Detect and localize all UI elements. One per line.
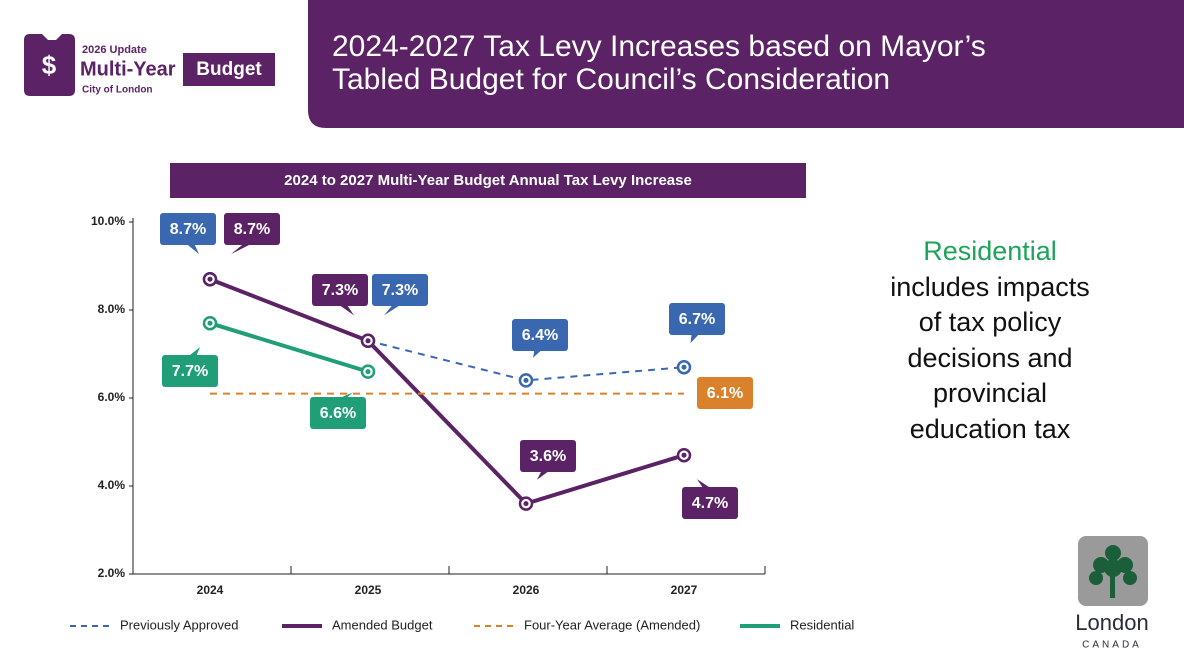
logo-budget-box: [183, 53, 275, 86]
logo-update: 2026 Update: [82, 44, 147, 56]
value-label-box: [160, 213, 216, 245]
y-tick-label: 10.0%: [91, 214, 125, 228]
chart-title-bar: [170, 163, 806, 198]
legend-label: Previously Approved: [120, 617, 239, 632]
y-tick-label: 6.0%: [98, 390, 126, 404]
value-label: 6.1%: [707, 385, 743, 402]
value-label: 7.3%: [322, 282, 358, 299]
series-line: [209, 321, 369, 374]
value-label-pointer: [335, 302, 354, 316]
logo-dollar: $: [42, 50, 57, 80]
value-label: 6.7%: [679, 311, 715, 328]
data-point-core: [207, 276, 213, 282]
note-text: includes impacts of tax policy decisions…: [890, 271, 1090, 444]
logo-icon: [24, 34, 75, 96]
slide-title: Tabled Budget for Council’s Consideratio…: [332, 63, 890, 96]
x-tick-label: 2025: [355, 583, 382, 597]
brand-country: CANADA: [1082, 640, 1142, 651]
value-label-box: [312, 274, 368, 306]
value-label: 8.7%: [234, 221, 270, 238]
data-point-core: [207, 320, 213, 326]
chart-title: 2024 to 2027 Multi-Year Budget Annual Ta…: [284, 172, 692, 189]
legend-label: Four-Year Average (Amended): [524, 617, 700, 632]
value-label-box: [372, 274, 428, 306]
value-label: 7.7%: [172, 363, 208, 380]
logo-multi-year: Multi-Year: [80, 58, 176, 80]
brand-tree: [1089, 545, 1137, 598]
slide-title: 2024-2027 Tax Levy Increases based on Ma…: [332, 30, 986, 63]
value-label-pointer: [384, 302, 405, 316]
legend-label: Residential: [790, 617, 854, 632]
data-point-core: [523, 377, 529, 383]
logo-budget: Budget: [196, 59, 262, 80]
logo-city: City of London: [82, 85, 153, 96]
y-tick-label: 8.0%: [98, 302, 126, 316]
data-point-core: [681, 364, 687, 370]
value-label: 3.6%: [530, 448, 566, 465]
value-label-box: [224, 213, 280, 245]
value-label-box: [512, 319, 568, 351]
y-tick-label: 4.0%: [98, 478, 126, 492]
value-label-box: [162, 355, 218, 387]
x-tick-label: 2027: [671, 583, 698, 597]
value-label: 8.7%: [170, 221, 206, 238]
data-point-core: [365, 369, 371, 375]
value-label-box: [697, 377, 753, 409]
y-tick-label: 2.0%: [98, 566, 126, 580]
value-label: 6.4%: [522, 327, 558, 344]
note-highlight: Residential: [923, 236, 1057, 266]
value-label-pointer: [697, 479, 715, 491]
header-banner: [308, 0, 1184, 128]
data-point-core: [523, 501, 529, 507]
note: Residential includes impacts of tax polic…: [890, 234, 1090, 447]
series-line: [209, 278, 685, 382]
series-line: [209, 277, 685, 506]
data-point-core: [365, 338, 371, 344]
legend-label: Amended Budget: [332, 617, 433, 632]
value-label-box: [682, 487, 738, 519]
x-tick-label: 2024: [197, 583, 224, 597]
value-label: 7.3%: [382, 282, 418, 299]
value-label-pointer: [537, 468, 553, 480]
data-point-core: [681, 452, 687, 458]
x-tick-label: 2026: [513, 583, 540, 597]
value-label-box: [669, 303, 725, 335]
value-label: 6.6%: [320, 405, 356, 422]
brand-name: London: [1075, 610, 1148, 635]
value-label: 4.7%: [692, 495, 728, 512]
value-label-box: [310, 397, 366, 429]
value-label-box: [520, 440, 576, 472]
